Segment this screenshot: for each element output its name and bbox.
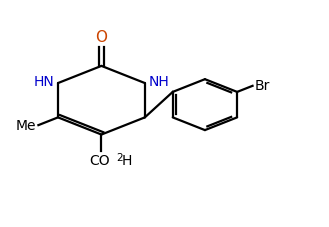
Text: CO: CO (89, 154, 110, 168)
Text: 2: 2 (116, 153, 123, 163)
Text: H: H (122, 154, 132, 168)
Text: Me: Me (15, 119, 36, 133)
Text: Br: Br (254, 79, 269, 93)
Text: NH: NH (149, 75, 169, 89)
Text: HN: HN (33, 75, 54, 89)
Text: O: O (95, 30, 108, 45)
